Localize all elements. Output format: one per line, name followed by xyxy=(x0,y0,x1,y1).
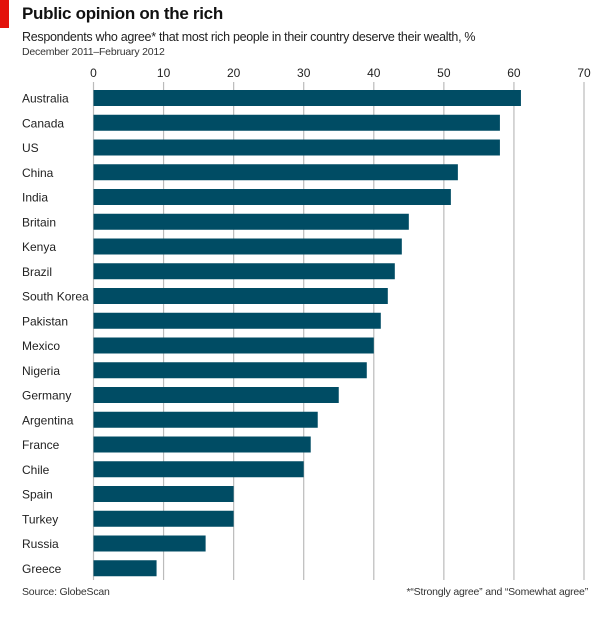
bar xyxy=(93,238,402,255)
x-tick-label: 30 xyxy=(297,66,311,80)
category-label: US xyxy=(22,141,39,155)
category-label: Russia xyxy=(22,537,59,551)
bar xyxy=(93,560,157,577)
category-label: Germany xyxy=(22,389,71,403)
category-label: Greece xyxy=(22,562,62,576)
category-label: Canada xyxy=(22,116,64,130)
chart-title: Public opinion on the rich xyxy=(22,4,223,23)
category-label: Argentina xyxy=(22,413,74,427)
bar xyxy=(93,510,234,527)
bar xyxy=(93,461,304,478)
x-tick-label: 60 xyxy=(507,66,521,80)
bar xyxy=(93,535,206,552)
category-label: Turkey xyxy=(22,512,58,526)
category-label: Chile xyxy=(22,463,50,477)
bar xyxy=(93,139,500,156)
bar xyxy=(93,411,318,428)
category-label: Brazil xyxy=(22,265,52,279)
bar xyxy=(93,114,500,131)
category-label: Australia xyxy=(22,92,69,106)
category-label: Spain xyxy=(22,488,53,502)
bar xyxy=(93,90,521,106)
x-tick-label: 40 xyxy=(367,66,381,80)
x-tick-label: 0 xyxy=(90,66,97,80)
bar xyxy=(93,164,458,181)
chart-date-range: December 2011–February 2012 xyxy=(22,46,165,58)
category-label: Kenya xyxy=(22,240,56,254)
category-label: Pakistan xyxy=(22,314,68,328)
bar xyxy=(93,263,395,280)
footnote: *“Strongly agree” and “Somewhat agree” xyxy=(406,586,589,598)
bar xyxy=(93,486,234,502)
category-label: China xyxy=(22,166,54,180)
brand-accent-bar xyxy=(0,0,9,28)
bar xyxy=(93,189,451,205)
bar xyxy=(93,288,388,304)
category-label: France xyxy=(22,438,60,452)
source-note: Source: GlobeScan xyxy=(22,586,110,598)
category-label: Nigeria xyxy=(22,364,60,378)
x-tick-label: 20 xyxy=(227,66,241,80)
bar xyxy=(93,436,311,453)
category-label: Britain xyxy=(22,215,56,229)
bar xyxy=(93,213,409,230)
x-tick-label: 10 xyxy=(157,66,171,80)
category-label: South Korea xyxy=(22,290,89,304)
chart-subtitle: Respondents who agree* that most rich pe… xyxy=(22,30,476,44)
bar xyxy=(93,337,374,354)
x-tick-label: 70 xyxy=(577,66,591,80)
category-label: India xyxy=(22,191,48,205)
category-label: Mexico xyxy=(22,339,60,353)
x-tick-label: 50 xyxy=(437,66,451,80)
bar xyxy=(93,362,367,379)
bar xyxy=(93,312,381,329)
bar xyxy=(93,387,339,403)
